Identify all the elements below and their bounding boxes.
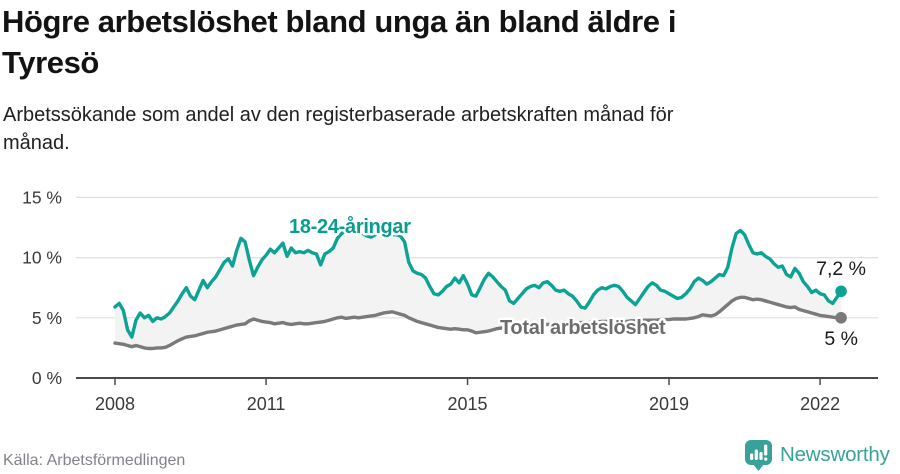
source-attribution: Källa: Arbetsförmedlingen — [3, 452, 186, 469]
subtitle-line-2: månad. — [3, 132, 70, 154]
x-tick-label-2008: 2008 — [95, 394, 135, 414]
series-end-dot-total — [835, 312, 847, 324]
y-tick-label: 0 % — [32, 368, 62, 388]
page-title: Högre arbetslöshet bland unga än bland ä… — [2, 1, 842, 83]
x-tick-label-2015: 2015 — [448, 394, 488, 414]
y-tick-label: 5 % — [32, 308, 62, 328]
series-end-dot-youth — [835, 285, 847, 298]
x-tick-label-2011: 2011 — [247, 394, 286, 414]
series-line-total — [113, 295, 843, 351]
series-label-youth: 18-24-åringar — [289, 215, 411, 238]
y-tick-label: 15 % — [22, 187, 62, 207]
title-line-2: Tyresö — [2, 45, 99, 80]
unemployment-line-chart: 2008 2011 2015 2019 2022 0 % 5 % 10 % 15 % 18-24-… — [22, 187, 878, 414]
x-tick-label-2019: 2019 — [649, 394, 689, 414]
subtitle-line-1: Arbetssökande som andel av den registerb… — [3, 104, 674, 126]
newsworthy-logo[interactable]: Newsworthy — [744, 438, 890, 472]
x-tick-label-2022: 2022 — [800, 394, 840, 414]
y-tick-label: 10 % — [22, 248, 62, 268]
chart-subtitle: Arbetssökande som andel av den registerb… — [3, 101, 883, 157]
end-value-label-total: 5 % — [824, 328, 858, 350]
newsworthy-bar-chart-icon — [745, 439, 772, 471]
title-line-1: Högre arbetslöshet bland unga än bland ä… — [2, 4, 677, 39]
end-value-label-youth: 7,2 % — [816, 258, 866, 280]
brand-name: Newsworthy — [780, 443, 890, 466]
series-line-youth — [113, 228, 843, 339]
series-label-total: Total arbetslöshet — [500, 317, 666, 339]
